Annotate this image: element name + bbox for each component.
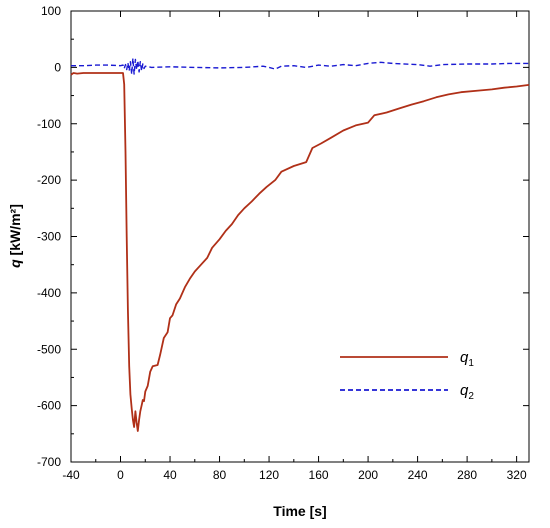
y-tick-label: 100 <box>41 4 61 18</box>
series-group <box>70 57 530 432</box>
x-tick-label: 320 <box>507 468 527 482</box>
y-tick-label: -200 <box>37 173 61 187</box>
series-line-1 <box>70 72 530 432</box>
y-axis-title: q [kW/m²] <box>7 204 23 268</box>
legend: q1 q2 <box>340 349 474 402</box>
y-tick-label: 0 <box>54 60 61 74</box>
x-tick-label: 200 <box>358 468 378 482</box>
y-tick-label: -700 <box>37 455 61 469</box>
y-axis-variable: q <box>7 259 23 268</box>
x-tick-label: -40 <box>62 468 80 482</box>
y-tick-label: -300 <box>37 230 61 244</box>
axis-ticks: -40 0 40 80 120 160 200 240 280 3201000-100-200-3… <box>37 4 529 482</box>
x-tick-label: 160 <box>309 468 329 482</box>
legend-label-1: q1 <box>460 349 474 369</box>
x-tick-label: 40 <box>163 468 177 482</box>
y-tick-label: -500 <box>37 342 61 356</box>
y-tick-label: -100 <box>37 117 61 131</box>
x-tick-label: 240 <box>408 468 428 482</box>
y-axis-unit: [kW/m²] <box>7 204 23 259</box>
x-tick-label: 80 <box>213 468 227 482</box>
series-line-2 <box>71 57 529 75</box>
y-tick-label: -600 <box>37 399 61 413</box>
legend-label-2: q2 <box>460 382 474 402</box>
x-axis-title: Time [s] <box>273 503 326 519</box>
x-tick-label: 0 <box>117 468 124 482</box>
y-tick-label: -400 <box>37 286 61 300</box>
x-tick-label: 120 <box>259 468 279 482</box>
x-tick-label: 280 <box>457 468 477 482</box>
